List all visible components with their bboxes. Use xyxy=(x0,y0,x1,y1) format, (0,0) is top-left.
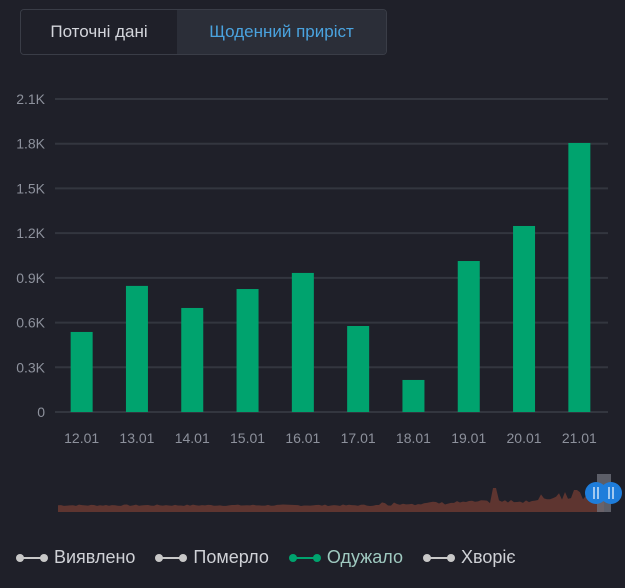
minimap[interactable] xyxy=(58,474,622,512)
x-axis-labels: 12.01 13.01 14.01 15.01 16.01 17.01 18.01 19.01… xyxy=(64,430,597,446)
legend: Виявлено Померло Одужало Хворіє xyxy=(16,547,536,568)
tab-current-data[interactable]: Поточні дані xyxy=(21,10,177,54)
minimap-area xyxy=(58,488,604,512)
legend-label: Хворіє xyxy=(460,547,516,567)
x-tick-label: 19.01 xyxy=(451,430,486,446)
x-tick-label: 20.01 xyxy=(507,430,542,446)
bar[interactable] xyxy=(457,261,480,412)
legend-line-marker-icon xyxy=(155,553,188,563)
y-tick-label: 1.5K xyxy=(16,180,45,196)
x-tick-label: 15.01 xyxy=(230,430,265,446)
bar[interactable] xyxy=(125,285,148,412)
y-tick-label: 1.2K xyxy=(16,225,45,241)
legend-line-marker-icon xyxy=(422,553,455,563)
view-toggle: Поточні дані Щоденний приріст xyxy=(20,9,387,55)
x-tick-label: 13.01 xyxy=(119,430,154,446)
legend-item-detected[interactable]: Виявлено xyxy=(16,547,135,568)
y-tick-label: 0.6K xyxy=(16,315,45,331)
tab-daily-growth[interactable]: Щоденний приріст xyxy=(177,10,386,54)
legend-item-recovered[interactable]: Одужало xyxy=(288,547,403,568)
legend-item-died[interactable]: Померло xyxy=(155,547,269,568)
slider-handle-icon xyxy=(600,482,622,504)
y-tick-label: 1.8K xyxy=(16,136,45,152)
legend-label: Одужало xyxy=(326,547,403,567)
bar[interactable] xyxy=(347,325,370,412)
bar[interactable] xyxy=(70,331,93,412)
x-tick-label: 18.01 xyxy=(396,430,431,446)
legend-line-marker-icon xyxy=(16,553,48,563)
y-tick-label: 2.1K xyxy=(16,91,45,107)
bar[interactable] xyxy=(402,379,425,412)
y-tick-label: 0.9K xyxy=(16,270,45,286)
y-tick-label: 0.3K xyxy=(16,359,45,375)
minimap-handle-right[interactable] xyxy=(600,482,622,504)
bars xyxy=(70,142,591,412)
bar[interactable] xyxy=(568,142,591,412)
legend-label: Померло xyxy=(193,547,269,567)
bar[interactable] xyxy=(291,272,314,412)
bar[interactable] xyxy=(236,289,259,412)
y-axis-labels: 0 0.3K 0.6K 0.9K 1.2K 1.5K 1.8K 2.1K xyxy=(16,91,45,420)
x-tick-label: 16.01 xyxy=(285,430,320,446)
legend-line-marker-icon xyxy=(288,553,321,563)
x-tick-label: 17.01 xyxy=(341,430,376,446)
legend-label: Виявлено xyxy=(54,547,136,567)
bar[interactable] xyxy=(513,225,536,412)
bar-chart: 0 0.3K 0.6K 0.9K 1.2K 1.5K 1.8K 2.1K 12.01 13.01… xyxy=(16,91,622,512)
legend-item-sick[interactable]: Хворіє xyxy=(422,547,516,568)
x-tick-label: 21.01 xyxy=(562,430,597,446)
y-tick-label: 0 xyxy=(37,404,45,420)
x-tick-label: 14.01 xyxy=(175,430,210,446)
bar[interactable] xyxy=(181,307,204,412)
x-tick-label: 12.01 xyxy=(64,430,99,446)
